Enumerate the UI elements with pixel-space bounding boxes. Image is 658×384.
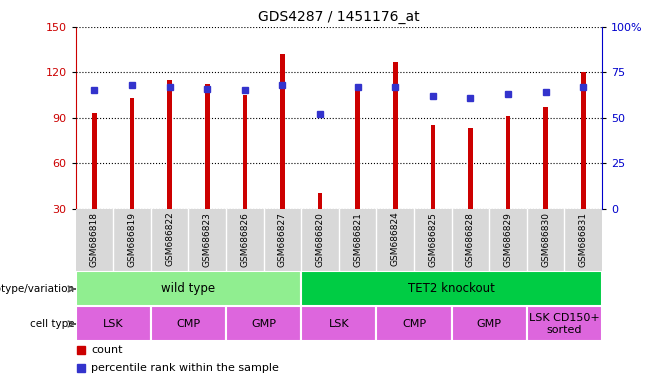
Bar xyxy=(226,306,301,341)
Text: GSM686827: GSM686827 xyxy=(278,212,287,266)
Bar xyxy=(355,88,360,209)
Text: cell type: cell type xyxy=(30,319,75,329)
Text: GMP: GMP xyxy=(251,319,276,329)
Text: GSM686828: GSM686828 xyxy=(466,212,475,266)
Bar xyxy=(544,107,548,209)
Text: wild type: wild type xyxy=(161,283,216,295)
Text: GSM686826: GSM686826 xyxy=(240,212,249,266)
Text: GSM686818: GSM686818 xyxy=(90,212,99,267)
Text: GSM686819: GSM686819 xyxy=(128,212,137,267)
Title: GDS4287 / 1451176_at: GDS4287 / 1451176_at xyxy=(258,10,420,25)
Bar xyxy=(301,271,602,306)
Bar xyxy=(468,128,472,209)
Text: GSM686824: GSM686824 xyxy=(391,212,400,266)
Text: TET2 knockout: TET2 knockout xyxy=(408,283,495,295)
Text: percentile rank within the sample: percentile rank within the sample xyxy=(91,362,280,372)
Text: LSK: LSK xyxy=(328,319,349,329)
Bar xyxy=(393,62,397,209)
Bar xyxy=(581,72,586,209)
Bar xyxy=(280,54,285,209)
Text: GSM686831: GSM686831 xyxy=(579,212,588,267)
Text: GSM686830: GSM686830 xyxy=(541,212,550,267)
Text: GSM686825: GSM686825 xyxy=(428,212,438,266)
Bar xyxy=(451,306,527,341)
Bar xyxy=(376,306,451,341)
Bar xyxy=(167,80,172,209)
Text: LSK: LSK xyxy=(103,319,124,329)
Text: GSM686822: GSM686822 xyxy=(165,212,174,266)
Bar xyxy=(506,116,511,209)
Text: CMP: CMP xyxy=(402,319,426,329)
Bar xyxy=(92,113,97,209)
Bar xyxy=(301,306,376,341)
Text: genotype/variation: genotype/variation xyxy=(0,284,75,294)
Bar xyxy=(527,306,602,341)
Text: GSM686821: GSM686821 xyxy=(353,212,362,266)
Text: count: count xyxy=(91,345,123,355)
Bar xyxy=(151,306,226,341)
Bar xyxy=(430,125,435,209)
Bar xyxy=(130,98,134,209)
Bar xyxy=(318,194,322,209)
Text: GMP: GMP xyxy=(477,319,502,329)
Text: GSM686829: GSM686829 xyxy=(503,212,513,266)
Bar xyxy=(76,271,301,306)
Bar xyxy=(76,306,151,341)
Bar xyxy=(205,84,209,209)
Bar xyxy=(243,95,247,209)
Text: GSM686820: GSM686820 xyxy=(316,212,324,266)
Text: CMP: CMP xyxy=(176,319,201,329)
Text: LSK CD150+
sorted: LSK CD150+ sorted xyxy=(529,313,600,335)
Text: GSM686823: GSM686823 xyxy=(203,212,212,266)
